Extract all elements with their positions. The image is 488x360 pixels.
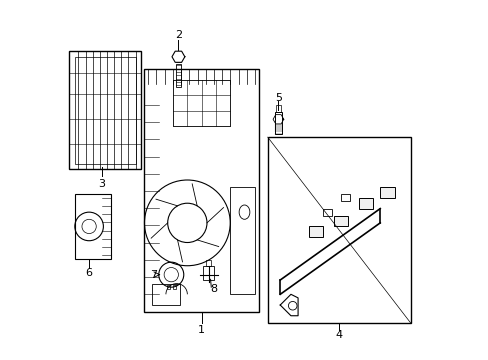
Bar [308,226,323,237]
Bar [333,216,347,226]
Bar [69,51,141,169]
Bar [75,57,135,164]
Text: 6: 6 [85,268,92,278]
Bar [173,80,230,126]
Text: 5: 5 [274,93,282,103]
Bar [151,284,180,305]
Bar [358,198,372,208]
Bar [166,285,169,289]
Bar [230,187,255,294]
Bar [267,137,410,323]
Bar [323,208,331,216]
Text: 4: 4 [335,330,342,341]
Text: 8: 8 [210,284,217,294]
Bar [75,194,110,258]
Bar [340,194,349,202]
Bar [206,260,211,266]
Bar [144,69,258,312]
Text: 2: 2 [175,30,182,40]
Text: 3: 3 [98,179,105,189]
Bar [380,187,394,198]
Text: 7: 7 [149,270,157,280]
Bar [274,112,282,134]
Bar [276,105,280,112]
Bar [175,64,181,87]
Bar [172,285,175,289]
Bar [203,266,214,280]
Text: 1: 1 [198,325,204,335]
